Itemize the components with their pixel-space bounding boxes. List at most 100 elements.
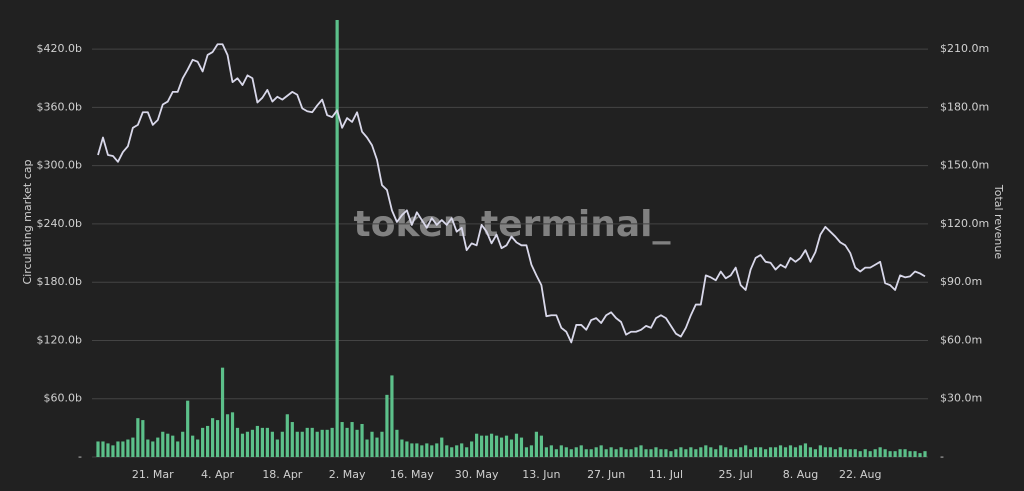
bar [415, 443, 419, 457]
bar [828, 447, 832, 457]
bar [96, 441, 100, 457]
bar [833, 449, 837, 457]
bar [823, 447, 827, 457]
bar [903, 449, 907, 457]
bar [504, 435, 509, 457]
bar [395, 429, 399, 457]
bar [913, 451, 917, 457]
bar [918, 453, 922, 457]
bar [176, 441, 180, 457]
y2-tick-label: $90.0m [940, 275, 982, 288]
bar [739, 447, 743, 457]
bar [325, 429, 329, 457]
bar [838, 447, 842, 457]
bar [664, 449, 668, 457]
bar [355, 429, 359, 457]
bar [225, 414, 230, 457]
x-tick-label: 2. May [329, 468, 366, 481]
bar [798, 445, 803, 457]
y2-tick-label: $30.0m [940, 392, 982, 405]
bar [370, 431, 374, 457]
bar [813, 449, 817, 457]
bar [639, 445, 643, 457]
bar [758, 447, 763, 457]
bar [873, 449, 877, 457]
bar [310, 427, 314, 457]
bar [923, 451, 927, 457]
bar [843, 449, 847, 457]
bar [435, 443, 439, 457]
bar [554, 449, 558, 457]
bar [788, 445, 793, 457]
bar [220, 367, 225, 457]
bar [380, 431, 384, 457]
bar [265, 427, 269, 457]
bar [773, 447, 778, 457]
bar [360, 423, 364, 457]
bar [793, 447, 798, 457]
bar [818, 445, 822, 457]
bar [609, 447, 613, 457]
bar [400, 439, 404, 457]
bar [629, 449, 633, 457]
bar [470, 441, 474, 457]
bar [300, 431, 304, 457]
bar [315, 431, 319, 457]
bar [549, 445, 553, 457]
bar [803, 443, 808, 457]
y-tick-label: $180.0b [37, 275, 82, 288]
bar [679, 447, 683, 457]
bar [460, 443, 464, 457]
bar [644, 449, 648, 457]
bar [694, 449, 698, 457]
bar [494, 435, 499, 457]
bar [604, 449, 608, 457]
bar [465, 447, 469, 457]
bar [166, 433, 170, 457]
bar [584, 449, 588, 457]
bar [425, 443, 429, 457]
bar [669, 451, 673, 457]
bar [455, 445, 459, 457]
bar [480, 435, 484, 457]
bar [405, 441, 409, 457]
bar [181, 431, 185, 457]
bar [589, 449, 593, 457]
bar [186, 400, 190, 457]
bar [574, 447, 578, 457]
bar [878, 447, 882, 457]
bar [858, 451, 862, 457]
y2-axis-title: Total revenue [992, 184, 1005, 259]
bar [206, 425, 210, 457]
x-tick-label: 27. Jun [587, 468, 625, 481]
bar [230, 412, 235, 457]
x-tick-label: 11. Jul [649, 468, 683, 481]
bar [240, 433, 245, 457]
y-tick-label: $240.0b [37, 217, 82, 230]
bar [146, 439, 150, 457]
bar [111, 445, 115, 457]
bar [749, 449, 753, 457]
bar [654, 447, 658, 457]
bar [131, 437, 135, 457]
bar [649, 449, 653, 457]
bar [724, 447, 728, 457]
bar [714, 449, 718, 457]
bar [514, 433, 519, 457]
x-tick-label: 25. Jul [719, 468, 753, 481]
bar [250, 429, 255, 457]
bar [539, 435, 543, 457]
y-tick-label: - [78, 450, 82, 463]
bar [305, 427, 309, 457]
bar [594, 447, 598, 457]
line [97, 43, 926, 344]
bar [285, 414, 289, 457]
bar [564, 447, 568, 457]
bar [719, 445, 723, 457]
bar [529, 445, 534, 457]
bar [768, 447, 773, 457]
bar [210, 418, 215, 457]
bar [808, 447, 813, 457]
bar [385, 394, 389, 457]
y-tick-label: $120.0b [37, 333, 82, 346]
